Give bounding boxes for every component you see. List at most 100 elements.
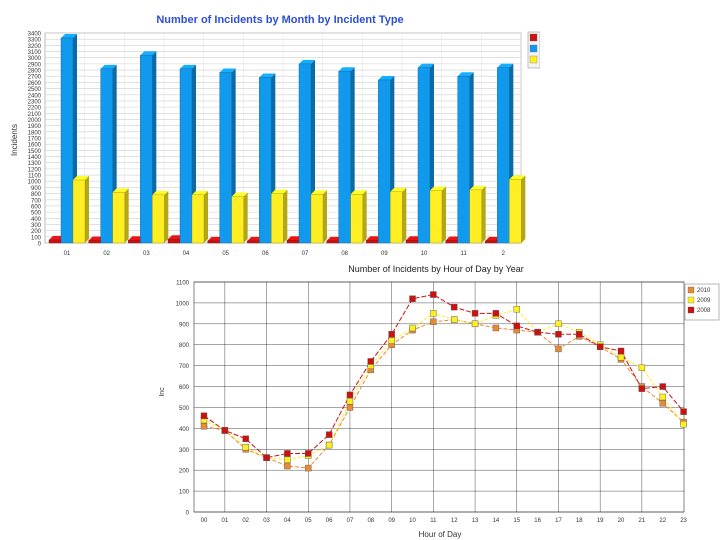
x-tick-label: 16 (534, 518, 541, 524)
data-point (346, 391, 354, 399)
bar (152, 194, 165, 244)
y-tick-label: 700 (31, 198, 42, 204)
data-point (430, 291, 437, 298)
bar-top (152, 190, 169, 195)
data-point (409, 295, 416, 302)
data-point (388, 337, 395, 344)
bar (167, 239, 181, 244)
x-tick-label: 05 (305, 518, 312, 524)
x-tick-label: 02 (103, 251, 110, 257)
y-tick-label: 1600 (28, 143, 42, 149)
data-point (305, 464, 312, 472)
data-point (638, 385, 646, 392)
bar (207, 240, 220, 244)
gridlines (194, 281, 684, 513)
data-point (430, 310, 437, 317)
y-tick-label: 2600 (28, 81, 42, 87)
bar (231, 196, 244, 244)
x-tick-label: 10 (409, 518, 416, 524)
bar-top (61, 33, 77, 38)
y-tick-label: 0 (186, 511, 190, 517)
legend-swatch (529, 33, 538, 42)
legend-swatch (687, 306, 695, 314)
data-point (221, 427, 229, 434)
data-point (388, 331, 395, 338)
y-tick-label: 400 (31, 217, 42, 223)
legend-swatch (687, 296, 695, 304)
legend-label: 2010 (697, 288, 711, 294)
x-tick-label: 06 (326, 518, 333, 524)
bar-top (390, 187, 407, 192)
bar-top (430, 186, 446, 191)
y-tick-label: 500 (31, 211, 42, 217)
y-tick-label: 2000 (28, 118, 42, 124)
bar (405, 240, 419, 244)
y-axis-ticks: 0100200300400500600700800900100011001200… (28, 32, 42, 248)
y-tick-label: 1300 (28, 161, 42, 167)
data-point (617, 354, 625, 361)
legend-swatch (529, 55, 538, 64)
bar-top (469, 185, 486, 190)
y-tick-label: 2900 (28, 62, 42, 68)
data-point (471, 310, 479, 317)
data-point (451, 316, 458, 323)
y-tick-label: 1400 (28, 155, 42, 161)
bar-side (85, 176, 89, 243)
y-tick-label: 500 (179, 406, 190, 412)
bar-top (259, 73, 276, 78)
y-tick-label: 2100 (28, 112, 42, 118)
x-tick-label: 11 (461, 251, 468, 257)
x-tick-label: 23 (680, 518, 687, 524)
bars (48, 33, 526, 244)
bar (219, 72, 232, 244)
y-tick-label: 2700 (28, 75, 42, 81)
bar-side (164, 190, 169, 243)
y-tick-label: 1800 (28, 130, 42, 136)
y-tick-label: 1700 (28, 137, 42, 143)
data-point (576, 331, 583, 338)
bar (259, 77, 272, 244)
x-tick-label: 08 (367, 518, 374, 524)
x-tick-label: 03 (143, 251, 150, 257)
y-tick-label: 2300 (28, 99, 42, 105)
bar (326, 240, 339, 244)
y-tick-label: 1000 (176, 301, 190, 307)
y-tick-label: 1500 (28, 149, 42, 155)
y-tick-label: 100 (31, 235, 42, 241)
bar-top (219, 68, 236, 73)
y-tick-label: 600 (31, 204, 42, 210)
data-point (471, 320, 479, 328)
y-tick-label: 200 (31, 229, 42, 235)
bar-top (497, 63, 514, 68)
bar (140, 55, 153, 244)
bar-side (442, 186, 446, 243)
legend: 2010 2009 2008 (684, 283, 720, 321)
y-tick-label: 300 (31, 223, 42, 229)
bar-top (338, 67, 355, 72)
y-tick-label: 2500 (28, 87, 42, 93)
y-tick-label: 1200 (28, 167, 42, 173)
incidents-by-hour-chart: Number of Incidents by Hour of Day by Ye… (159, 264, 720, 539)
data-point (200, 412, 208, 420)
data-point (659, 400, 666, 407)
bar-side (124, 188, 129, 243)
bar-top (180, 64, 196, 69)
bar (469, 189, 482, 244)
plot-area (193, 281, 685, 513)
chart-title: Number of Incidents by Hour of Day by Ye… (348, 264, 524, 274)
x-tick-label: 09 (388, 518, 395, 524)
bar (128, 240, 141, 244)
bar-top (192, 190, 208, 195)
incidents-by-month-chart: Number of Incidents by Month by Incident… (10, 14, 540, 257)
series-markers (200, 291, 687, 472)
x-tick-label: 14 (493, 518, 500, 524)
x-tick-label: 04 (284, 518, 291, 524)
series-line (203, 294, 684, 459)
bar-top (73, 176, 89, 180)
legend-swatch (687, 286, 695, 294)
x-axis-ticks: 01 02 03 04 05 06 07 08 09 10 11 2 (64, 251, 506, 257)
y-axis-label: Inc (159, 387, 166, 397)
series-line (203, 319, 684, 469)
x-tick-label: 02 (242, 518, 249, 524)
y-tick-label: 1000 (28, 180, 42, 186)
